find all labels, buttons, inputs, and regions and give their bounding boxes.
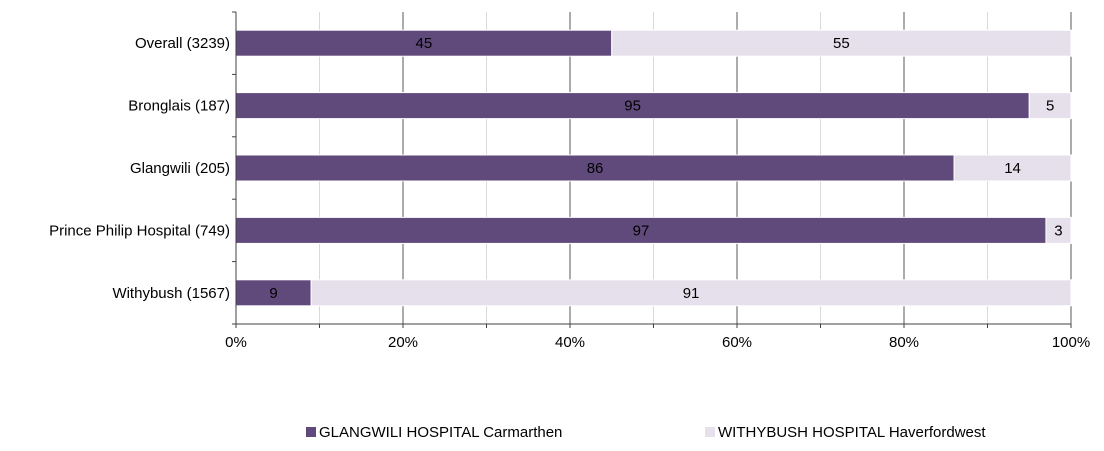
bar-segment xyxy=(235,216,1047,244)
bar-segment xyxy=(953,154,1072,182)
bar-segment xyxy=(1045,216,1072,244)
bar-segment xyxy=(235,279,312,307)
legend-label: WITHYBUSH HOSPITAL Haverfordwest xyxy=(718,424,986,441)
category-label: Overall (3239) xyxy=(135,35,230,52)
bar-segment xyxy=(1028,92,1072,120)
category-label: Glangwili (205) xyxy=(130,160,230,177)
legend: GLANGWILI HOSPITAL Carmarthen WITHYBUSH H… xyxy=(306,424,986,441)
legend-label: GLANGWILI HOSPITAL Carmarthen xyxy=(319,424,562,441)
data-label: 91 xyxy=(683,285,700,302)
data-label: 9 xyxy=(269,285,277,302)
category-label: Bronglais (187) xyxy=(128,98,230,115)
bar-segment xyxy=(235,154,955,182)
data-label: 95 xyxy=(624,98,641,115)
data-label: 86 xyxy=(587,160,604,177)
bar-segment xyxy=(235,92,1030,120)
bar-segment xyxy=(611,29,1072,57)
legend-swatch xyxy=(306,427,316,437)
data-label: 45 xyxy=(416,35,433,52)
x-tick-label: 60% xyxy=(722,334,752,351)
x-tick-label: 40% xyxy=(555,334,585,351)
axes: Overall (3239) Bronglais (187) Glangwili (… xyxy=(49,11,1090,351)
data-label: 5 xyxy=(1046,98,1054,115)
category-label: Prince Philip Hospital (749) xyxy=(49,222,230,239)
category-label: Withybush (1567) xyxy=(112,285,230,302)
data-label: 55 xyxy=(833,35,850,52)
data-label: 97 xyxy=(633,222,650,239)
data-label: 3 xyxy=(1054,222,1062,239)
x-tick-label: 0% xyxy=(225,334,247,351)
x-tick-label: 20% xyxy=(388,334,418,351)
bars: 45 55 95 5 86 14 97 3 9 91 xyxy=(235,29,1072,307)
x-tick-label: 80% xyxy=(889,334,919,351)
x-tick-label: 100% xyxy=(1052,334,1090,351)
data-label: 14 xyxy=(1004,160,1021,177)
legend-swatch xyxy=(705,427,715,437)
bar-segment xyxy=(310,279,1072,307)
